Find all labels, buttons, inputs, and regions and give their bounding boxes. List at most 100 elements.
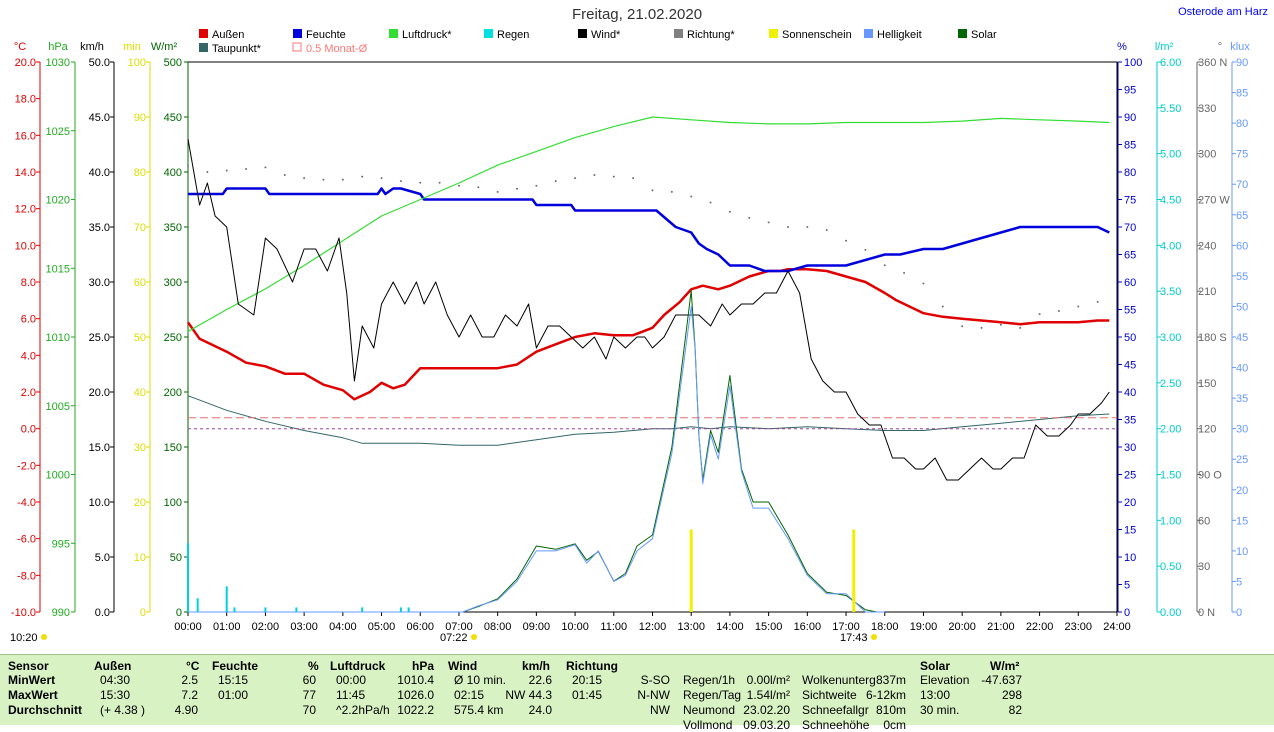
wind-tick-label: 15.0 (89, 442, 110, 454)
legend-label: Luftdruck* (402, 29, 452, 41)
legend-swatch (199, 43, 208, 52)
temp-tick-label: 14.0 (15, 167, 36, 179)
header-solar-unit: W/m² (990, 659, 1020, 673)
wind-axis-unit: km/h (80, 41, 104, 53)
humidity-tick-label: 75 (1124, 195, 1136, 207)
humidity-tick-label: 95 (1124, 85, 1136, 97)
legend-swatch (769, 29, 778, 38)
richtung-point (883, 264, 886, 267)
location-link[interactable]: Osterode am Harz (1178, 6, 1268, 18)
solar-tick-label: 150 (164, 442, 182, 454)
solar-tick-label: 300 (164, 277, 182, 289)
wind-tick-label: 0.0 (95, 607, 110, 619)
summary-cell-druck-val: 1022.2 (397, 703, 434, 717)
direction-tick-label: 30 (1198, 561, 1210, 573)
humidity-axis-unit: % (1117, 41, 1127, 53)
feuchte-line (188, 187, 1110, 273)
regen-bar (233, 607, 236, 612)
summary-cell-extra2-label: Schneefallgr (802, 703, 869, 717)
richtung-point (283, 174, 286, 177)
richtung-point (612, 175, 615, 178)
summary-cell-extra1-label: Regen/Tag (683, 688, 742, 702)
humidity-tick-label: 65 (1124, 250, 1136, 262)
solar-line (188, 290, 885, 613)
humidity-tick-label: 50 (1124, 332, 1136, 344)
x-tick-label: 07:00 (445, 621, 473, 633)
helligkeit-line (188, 305, 885, 613)
summary-cell-richt-time: 01:45 (572, 688, 603, 702)
direction-tick-label: 210 (1198, 286, 1216, 298)
summary-cell-druck-time: 11:45 (336, 688, 366, 702)
legend-swatch (484, 29, 493, 38)
richtung-point (845, 239, 848, 242)
direction-tick-label: 330 (1198, 103, 1216, 115)
summary-cell-druck-time: ^2.2hPa/h (336, 703, 390, 717)
summary-cell-druck-time: 00:00 (336, 673, 367, 687)
legend-swatch (292, 42, 302, 52)
x-tick-label: 01:00 (213, 621, 241, 633)
humidity-tick-label: 90 (1124, 112, 1136, 124)
now-marker (41, 634, 47, 640)
x-tick-label: 16:00 (794, 621, 822, 633)
humidity-tick-label: 45 (1124, 360, 1136, 372)
legend-label: Außen (212, 29, 244, 41)
temp-tick-label: 16.0 (15, 130, 36, 142)
regen-bar (225, 586, 228, 612)
header-luftdruck-unit: hPa (412, 659, 435, 673)
richtung-point (728, 210, 731, 213)
legend-label: Taupunkt* (212, 43, 262, 55)
temp-tick-label: 4.0 (21, 350, 36, 362)
humidity-tick-label: 0 (1124, 607, 1130, 619)
summary-cell-extra1-val: 0.00l/m² (746, 673, 790, 687)
temp-tick-label: 12.0 (15, 204, 36, 216)
richtung-point (632, 177, 635, 180)
solar-axis-unit: W/m² (151, 41, 178, 53)
header-richtung: Richtung (566, 659, 618, 673)
summary-table: Sensor Außen °C Feuchte % Luftdruck hPa … (0, 654, 1274, 732)
x-tick-label: 19:00 (910, 621, 938, 633)
pressure-tick-label: 1015 (46, 263, 70, 275)
minutes-tick-label: 90 (134, 112, 146, 124)
summary-cell-extra2-label: Sichtweite (802, 688, 857, 702)
summary-cell-wind-val: NW 44.3 (505, 688, 552, 702)
header-wind: Wind (448, 659, 478, 673)
richtung-point (206, 171, 209, 173)
minutes-tick-label: 40 (134, 387, 146, 399)
direction-tick-label: 90 O (1198, 470, 1222, 482)
humidity-tick-label: 25 (1124, 470, 1136, 482)
summary-cell-extra1-label: Vollmond (683, 718, 733, 732)
summary-cell-extra2-val: 810m (875, 703, 906, 717)
lux-tick-label: 5 (1236, 576, 1242, 588)
x-tick-label: 21:00 (987, 621, 1015, 633)
luftdruck-line (187, 116, 1110, 333)
wind-tick-label: 35.0 (89, 222, 110, 234)
legend-label: Solar (971, 29, 997, 41)
summary-cell-richt-val: NW (650, 703, 670, 717)
minutes-tick-label: 50 (134, 332, 146, 344)
pressure-tick-label: 1025 (46, 126, 70, 138)
richtung-point (187, 164, 189, 167)
minutes-tick-label: 70 (134, 222, 146, 234)
summary-cell-aussen-time: (+ 4.38 ) (100, 703, 146, 717)
pressure-axis-unit: hPa (48, 41, 68, 53)
humidity-tick-label: 20 (1124, 497, 1136, 509)
direction-tick-label: 300 (1198, 149, 1216, 161)
summary-cell-feuchte-time: 15:15 (218, 673, 249, 687)
richtung-point (980, 326, 983, 329)
humidity-tick-label: 70 (1124, 222, 1136, 234)
weather-chart: 00:00 01:00 02:00 03:00 04:00 05:00 06:00 07:00… (10, 29, 1250, 644)
humidity-tick-label: 55 (1124, 305, 1136, 317)
summary-cell-solar-val: -47.637 (981, 673, 1022, 687)
x-tick-label: 23:00 (1065, 621, 1093, 633)
regen-bar (264, 607, 267, 612)
summary-cell-extra1-val: 23.02.20 (743, 703, 790, 717)
solar-tick-label: 500 (164, 57, 182, 69)
regen-bar (407, 607, 410, 612)
regen-bar (399, 607, 402, 612)
richtung-point (961, 325, 964, 328)
temp-tick-label: -8.0 (17, 570, 36, 582)
legend-label: Regen (497, 29, 529, 41)
legend-swatch (674, 29, 683, 38)
wind-line (187, 138, 1110, 481)
temp-tick-label: 20.0 (15, 57, 36, 69)
